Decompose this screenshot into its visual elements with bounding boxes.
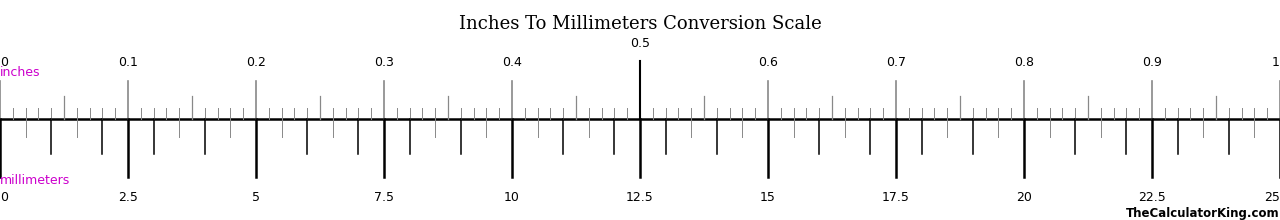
Text: 17.5: 17.5	[882, 191, 910, 204]
Text: Inches To Millimeters Conversion Scale: Inches To Millimeters Conversion Scale	[458, 15, 822, 33]
Text: 5: 5	[252, 191, 260, 204]
Text: 12.5: 12.5	[626, 191, 654, 204]
Text: 0.6: 0.6	[758, 56, 778, 69]
Text: 0: 0	[0, 191, 8, 204]
Text: 0.8: 0.8	[1014, 56, 1034, 69]
Text: 1: 1	[1272, 56, 1280, 69]
Text: 0: 0	[0, 56, 8, 69]
Text: 0.5: 0.5	[630, 37, 650, 50]
Text: 0.9: 0.9	[1142, 56, 1162, 69]
Text: 0.1: 0.1	[118, 56, 138, 69]
Text: 20: 20	[1016, 191, 1032, 204]
Text: millimeters: millimeters	[0, 174, 70, 187]
Text: inches: inches	[0, 66, 41, 79]
Text: 15: 15	[760, 191, 776, 204]
Text: 7.5: 7.5	[374, 191, 394, 204]
Text: 0.7: 0.7	[886, 56, 906, 69]
Text: 0.3: 0.3	[374, 56, 394, 69]
Text: TheCalculatorKing.com: TheCalculatorKing.com	[1126, 207, 1280, 220]
Text: 10: 10	[504, 191, 520, 204]
Text: 2.5: 2.5	[118, 191, 138, 204]
Text: 0.2: 0.2	[246, 56, 266, 69]
Text: 0.4: 0.4	[502, 56, 522, 69]
Text: 22.5: 22.5	[1138, 191, 1166, 204]
Text: 25: 25	[1265, 191, 1280, 204]
